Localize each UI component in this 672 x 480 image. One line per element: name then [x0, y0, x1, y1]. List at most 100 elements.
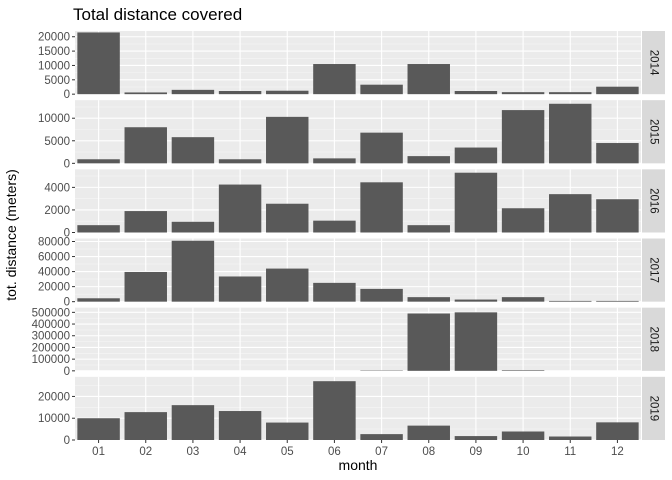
- panel-background: [75, 169, 641, 233]
- bar-2016-12: [596, 199, 639, 233]
- bar-2019-11: [549, 436, 592, 440]
- bar-2014-10: [501, 92, 545, 95]
- y-tick-label: 0: [64, 89, 70, 101]
- bar-2014-03: [171, 89, 215, 95]
- bar-2017-11: [549, 300, 592, 302]
- bar-2015-12: [596, 143, 639, 164]
- bar-2015-11: [549, 103, 592, 164]
- facet-panel-2015: 0 5000 10000 2015: [38, 100, 665, 170]
- bar-2017-04: [218, 276, 262, 302]
- bar-2015-03: [171, 137, 215, 164]
- x-tick-label: 03: [187, 446, 200, 458]
- bar-2018-10: [501, 370, 545, 371]
- bar-2019-05: [266, 422, 309, 440]
- bar-2016-10: [501, 208, 545, 233]
- facet-strip: [642, 307, 665, 371]
- y-tick-label: 40000: [38, 267, 70, 279]
- facet-panel-2014: 0 5000 10000 15000 20000 2014: [38, 31, 665, 101]
- y-tick-label: 0: [64, 228, 70, 240]
- y-tick-label: 10000: [38, 60, 70, 72]
- x-tick-label: 11: [564, 446, 576, 458]
- y-tick-label: 500000: [32, 307, 70, 319]
- bar-2016-06: [313, 220, 356, 233]
- facet-strip: [642, 169, 665, 233]
- bar-2016-02: [124, 211, 167, 233]
- facet-strip-label: 2017: [648, 257, 660, 283]
- bar-2014-09: [454, 91, 498, 95]
- bar-2017-06: [313, 282, 356, 302]
- bar-2019-02: [124, 412, 167, 440]
- bar-2016-11: [549, 194, 592, 233]
- bar-2014-01: [77, 32, 120, 95]
- bar-2019-09: [454, 436, 498, 440]
- x-axis: 01 02 03 04 05 06 07 08 09 10 11 12: [92, 440, 624, 458]
- facet-strip: [642, 31, 665, 95]
- bar-2017-01: [77, 298, 120, 302]
- bar-2015-07: [360, 132, 403, 164]
- y-tick-label: 200000: [32, 342, 70, 354]
- x-tick-label: 01: [92, 446, 105, 458]
- bar-2019-03: [171, 405, 215, 440]
- bar-2017-08: [407, 297, 450, 302]
- bar-2019-10: [501, 431, 545, 440]
- x-tick-label: 05: [281, 446, 294, 458]
- bar-2014-04: [218, 91, 262, 95]
- y-tick-label: 20000: [38, 282, 70, 294]
- y-tick-label: 0: [64, 435, 70, 447]
- bar-2014-11: [549, 92, 592, 95]
- x-tick-label: 10: [517, 446, 530, 458]
- y-tick-label: 0: [64, 366, 70, 378]
- facet-panel-2016: 0 2000 4000 2016: [44, 169, 665, 240]
- y-tick-label: 2000: [44, 205, 70, 217]
- x-tick-label: 08: [422, 446, 435, 458]
- facet-strip-label: 2019: [648, 396, 660, 422]
- facet-strip: [642, 100, 665, 164]
- facet-strip-label: 2014: [648, 50, 660, 76]
- facet-panel-2017: 0 20000 40000 60000 80000 2017: [38, 237, 665, 309]
- x-tick-label: 04: [234, 446, 247, 458]
- bar-2016-07: [360, 182, 403, 233]
- bar-2014-12: [596, 86, 639, 95]
- y-tick-label: 0: [64, 297, 70, 309]
- y-tick-label: 0: [64, 158, 70, 170]
- y-axis-title: tot. distance (meters): [3, 169, 19, 301]
- bar-2018-09: [454, 312, 498, 371]
- bar-2017-12: [596, 300, 639, 302]
- y-tick-label: 10000: [38, 413, 70, 425]
- panel-background: [75, 376, 641, 440]
- facet-strip: [642, 238, 665, 302]
- bar-2019-08: [407, 425, 450, 440]
- bar-2015-06: [313, 158, 356, 164]
- bar-2018-08: [407, 313, 450, 371]
- bar-2019-01: [77, 418, 120, 440]
- bar-2016-03: [171, 221, 215, 233]
- bar-2016-05: [266, 203, 309, 233]
- x-tick-label: 07: [375, 446, 388, 458]
- bar-2017-07: [360, 288, 403, 302]
- bar-2019-12: [596, 422, 639, 440]
- bar-2014-02: [124, 92, 167, 95]
- y-tick-label: 5000: [44, 136, 70, 148]
- bar-2016-09: [454, 172, 498, 233]
- y-tick-label: 15000: [38, 46, 70, 58]
- x-tick-label: 02: [139, 446, 152, 458]
- bar-2015-10: [501, 110, 545, 164]
- bar-2016-08: [407, 225, 450, 233]
- chart-title: Total distance covered: [73, 5, 242, 24]
- y-tick-label: 5000: [44, 75, 70, 87]
- bar-2015-04: [218, 159, 262, 164]
- facet-strip-label: 2018: [648, 326, 660, 352]
- y-tick-label: 10000: [38, 113, 70, 125]
- bar-2017-10: [501, 297, 545, 302]
- bar-2015-08: [407, 156, 450, 164]
- bar-2019-04: [218, 411, 262, 440]
- y-tick-label: 20000: [38, 391, 70, 403]
- y-tick-label: 4000: [44, 182, 70, 194]
- bar-2017-09: [454, 299, 498, 302]
- bar-2014-05: [266, 90, 309, 95]
- y-tick-label: 400000: [32, 319, 70, 331]
- panel-background: [75, 100, 641, 164]
